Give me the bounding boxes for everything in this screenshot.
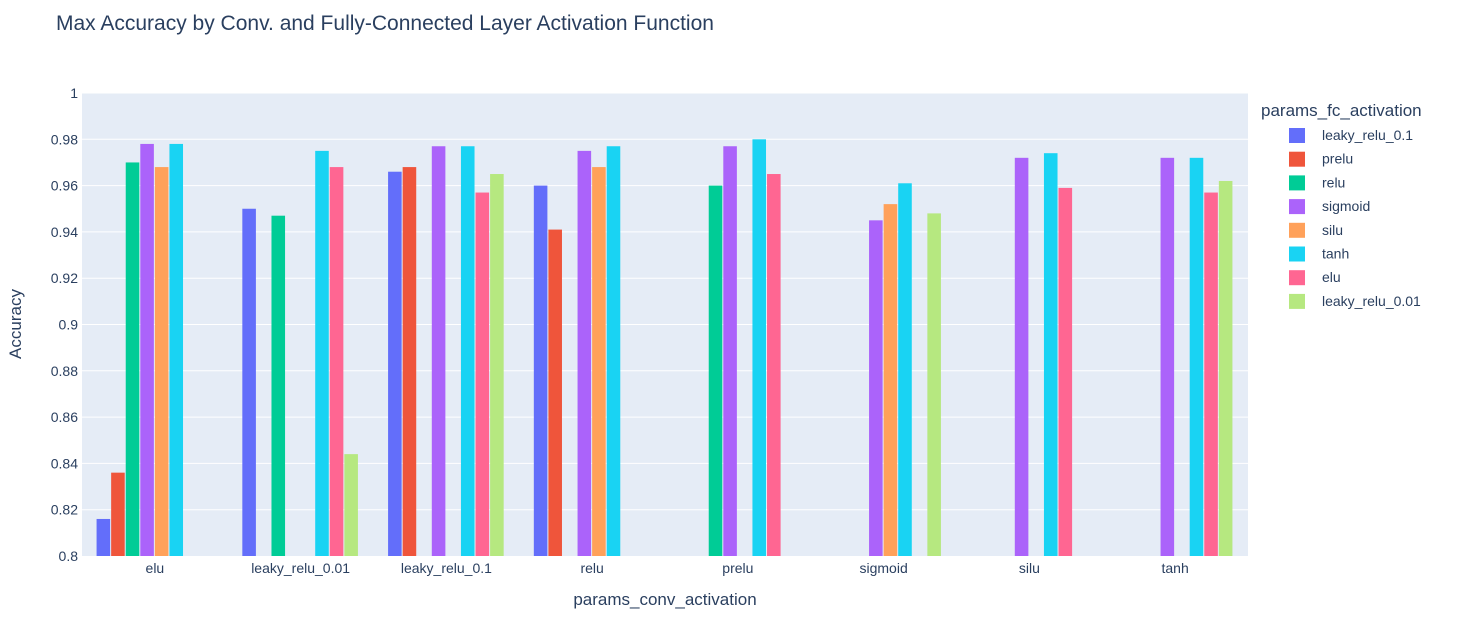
bar-relu-prelu	[708, 185, 723, 556]
bar-prelu-relu	[548, 229, 562, 556]
bars	[96, 139, 1233, 557]
bar-leaky_relu_0.01-leaky_relu_0.1	[490, 174, 504, 556]
legend-swatch-elu	[1289, 270, 1305, 286]
bar-leaky_relu_0.01-sigmoid	[927, 213, 941, 556]
bar-leaky_relu_0.01-tanh	[1218, 180, 1233, 556]
bar-sigmoid-elu	[140, 143, 154, 556]
bar-tanh-relu	[606, 146, 621, 556]
legend-swatch-leaky_relu_0.01	[1289, 293, 1305, 309]
y-tick-label: 0.94	[51, 224, 78, 240]
bar-sigmoid-relu	[577, 150, 592, 556]
bar-prelu-elu	[111, 472, 125, 556]
y-tick-label: 0.9	[59, 317, 79, 333]
legend-swatch-silu	[1289, 222, 1305, 238]
x-tick-label: silu	[1019, 560, 1040, 576]
bar-tanh-leaky_relu_0.1	[460, 146, 475, 556]
legend-entry-tanh: tanh	[1322, 246, 1349, 262]
bar-leaky_relu_0.1-elu	[96, 518, 111, 556]
bar-sigmoid-sigmoid	[869, 220, 883, 556]
bar-sigmoid-silu	[1014, 157, 1029, 556]
y-tick-label: 0.82	[51, 502, 78, 518]
bar-tanh-prelu	[752, 139, 767, 557]
bar-leaky_relu_0.1-leaky_relu_0.1	[388, 171, 402, 556]
legend-swatch-sigmoid	[1289, 199, 1305, 215]
x-tick-label: tanh	[1162, 560, 1189, 576]
y-tick-label: 0.84	[51, 455, 78, 471]
legend-entry-relu: relu	[1322, 174, 1345, 190]
y-axis-ticks: 0.8 0.82 0.84 0.86 0.88 0.9 0.92 0.94 0.96 0.98 1	[51, 85, 78, 564]
x-axis-ticks: elu leaky_relu_0.01 leaky_relu_0.1 relu prel…	[146, 560, 1189, 576]
y-tick-label: 0.86	[51, 409, 78, 425]
bar-elu-leaky_relu_0.1	[475, 192, 490, 557]
x-tick-label: leaky_relu_0.01	[251, 560, 350, 576]
bar-silu-elu	[154, 167, 169, 556]
bar-relu-leaky_relu_0.01	[271, 215, 286, 556]
bar-elu-leaky_relu_0.01	[329, 167, 344, 556]
x-tick-label: elu	[146, 560, 165, 576]
legend-swatch-leaky_relu_0.1	[1289, 128, 1305, 143]
bar-leaky_relu_0.1-leaky_relu_0.01	[242, 208, 256, 556]
bar-silu-sigmoid	[883, 204, 898, 556]
legend-swatch-relu	[1289, 175, 1305, 191]
legend-entry-prelu: prelu	[1322, 151, 1353, 167]
bar-prelu-leaky_relu_0.1	[402, 167, 417, 556]
legend: params_fc_activation leaky_relu_0.1prelu…	[1261, 101, 1422, 309]
legend-swatch-prelu	[1289, 151, 1305, 167]
bar-tanh-sigmoid	[898, 183, 912, 556]
y-tick-label: 0.98	[51, 131, 78, 147]
y-tick-label: 0.88	[51, 363, 78, 379]
bar-tanh-leaky_relu_0.01	[315, 150, 329, 556]
legend-swatch-tanh	[1289, 246, 1305, 262]
x-axis-title: params_conv_activation	[573, 590, 756, 609]
bar-sigmoid-tanh	[1160, 157, 1175, 556]
x-tick-label: sigmoid	[860, 560, 908, 576]
y-tick-label: 0.96	[51, 178, 78, 194]
x-tick-label: prelu	[722, 560, 753, 576]
bar-relu-elu	[125, 162, 140, 556]
bar-tanh-silu	[1043, 153, 1058, 556]
bar-elu-prelu	[767, 174, 781, 556]
bar-silu-relu	[592, 167, 606, 556]
bar-leaky_relu_0.1-relu	[533, 185, 548, 556]
legend-title: params_fc_activation	[1261, 101, 1422, 120]
legend-entry-silu: silu	[1322, 222, 1343, 238]
bar-leaky_relu_0.01-leaky_relu_0.01	[344, 454, 358, 556]
bar-elu-tanh	[1204, 192, 1218, 557]
bar-elu-silu	[1058, 187, 1073, 557]
y-axis-title: Accuracy	[6, 289, 25, 359]
bar-sigmoid-leaky_relu_0.1	[431, 146, 446, 556]
x-tick-label: leaky_relu_0.1	[401, 560, 492, 576]
x-tick-label: relu	[580, 560, 603, 576]
bar-sigmoid-prelu	[723, 146, 737, 556]
bar-tanh-elu	[169, 143, 184, 556]
bar-tanh-tanh	[1189, 157, 1204, 556]
legend-entry-sigmoid: sigmoid	[1322, 198, 1370, 214]
legend-entry-leaky_relu_0.1: leaky_relu_0.1	[1322, 127, 1413, 143]
y-tick-label: 0.8	[59, 548, 79, 564]
y-tick-label: 0.92	[51, 270, 78, 286]
legend-entry-elu: elu	[1322, 269, 1341, 285]
legend-entry-leaky_relu_0.01: leaky_relu_0.01	[1322, 293, 1421, 309]
chart-title: Max Accuracy by Conv. and Fully-Connecte…	[56, 12, 714, 35]
y-tick-label: 1	[70, 85, 78, 101]
